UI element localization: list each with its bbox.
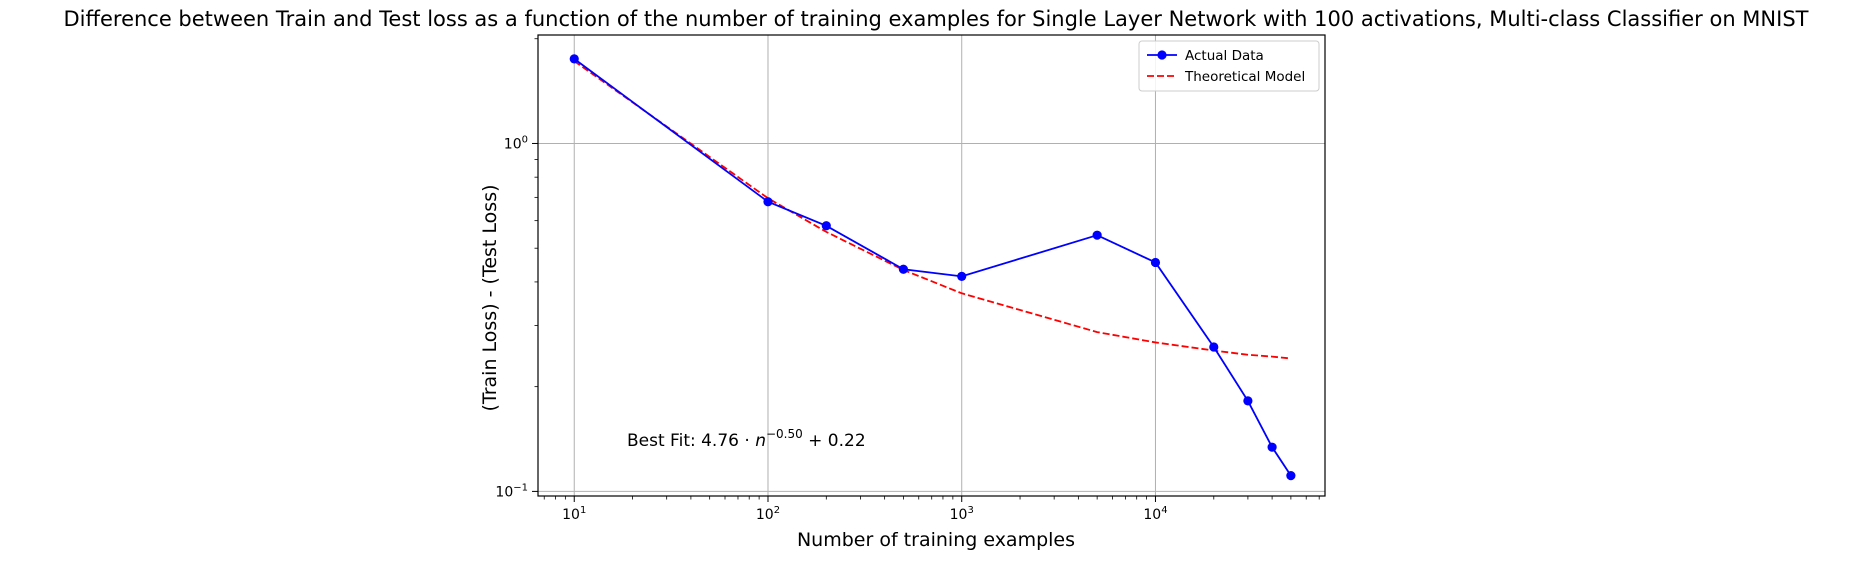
x-axis-label: Number of training examples [797, 529, 1075, 551]
y-tick-label: 10−1 [495, 482, 528, 500]
legend-label: Theoretical Model [1184, 69, 1305, 85]
x-tick-label: 101 [562, 505, 586, 523]
actual-data-point [821, 221, 831, 231]
actual-data-point [1209, 342, 1219, 352]
legend: Actual Data Theoretical Model [1138, 40, 1320, 92]
actual-data-point [1092, 230, 1102, 240]
chart-title: Difference between Train and Test loss a… [64, 7, 1809, 31]
legend-box [1138, 40, 1320, 92]
fit-prefix: Best Fit: 4.76 · [627, 431, 755, 451]
series-layer [569, 54, 1296, 481]
actual-data-line [573, 58, 1292, 477]
fit-exponent: −0.50 [766, 427, 803, 441]
x-tick-label: 104 [1143, 505, 1167, 523]
grid [538, 35, 1325, 496]
x-tick-label: 102 [756, 505, 780, 523]
legend-label: Actual Data [1185, 48, 1264, 64]
fit-annotation: Best Fit: 4.76 · n−0.50 + 0.22 [627, 427, 866, 451]
actual-data-point [1286, 471, 1296, 481]
fit-suffix: + 0.22 [803, 431, 866, 451]
ticks-layer: 101 102 103 104 10−1 100 [495, 38, 1320, 523]
plot-frame [537, 34, 1326, 497]
actual-data-point [957, 271, 967, 281]
x-tick-label: 103 [950, 505, 974, 523]
y-tick-label: 100 [504, 134, 528, 152]
actual-data-point [898, 264, 909, 274]
actual-data-point [763, 197, 773, 207]
actual-data-point [569, 54, 579, 64]
y-axis-label: (Train Loss) - (Test Loss) [479, 184, 501, 411]
actual-data-point [1150, 257, 1161, 268]
actual-data-point [1267, 442, 1277, 452]
fit-variable: n [755, 431, 766, 451]
legend-marker [1157, 50, 1167, 60]
actual-data-point [1243, 396, 1253, 406]
theoretical-model-line [573, 60, 1291, 360]
